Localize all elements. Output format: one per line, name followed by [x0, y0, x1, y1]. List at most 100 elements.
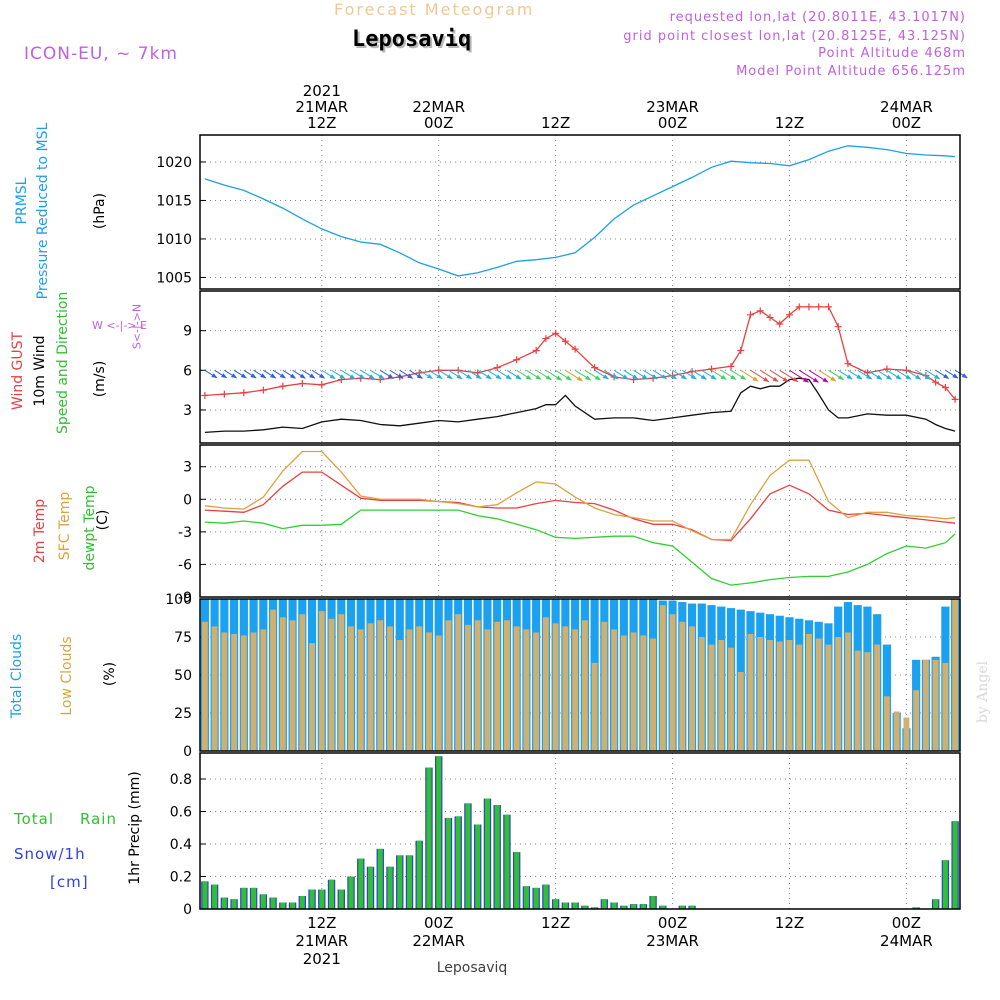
y-tick-label: 1010: [156, 232, 192, 248]
bottom-time-label: 2021: [303, 950, 341, 968]
wind-arrow: [448, 369, 463, 380]
panel-2: [199, 444, 961, 598]
wind-arrow: [370, 369, 385, 380]
gust-marker: [532, 346, 540, 354]
low-cloud-bar: [465, 624, 471, 751]
precip-bar: [347, 876, 355, 909]
precip-bar: [941, 860, 950, 909]
low-cloud-bar: [864, 652, 871, 751]
wind-arrow: [555, 369, 572, 381]
panel-1: [199, 290, 968, 444]
wind-arrow: [730, 369, 747, 380]
low-cloud-bar: [289, 620, 296, 751]
precip-bar: [503, 814, 511, 909]
wind-arrow: [828, 369, 845, 381]
gust-marker: [815, 303, 823, 311]
wind-arrow: [808, 369, 829, 383]
y-tick-label: 3: [183, 460, 192, 476]
wind-arrow: [779, 369, 799, 383]
wind-arrow: [574, 369, 592, 381]
low-cloud-bar: [942, 662, 949, 751]
low-cloud-bar: [484, 629, 491, 751]
bottom-time-label: 00Z: [658, 914, 687, 932]
low-cloud-bar: [689, 626, 695, 751]
panel-frame: [199, 290, 961, 444]
wind-arrow: [935, 369, 950, 379]
low-cloud-bar: [445, 620, 452, 751]
wind-arrow: [428, 369, 443, 379]
bottom-time-label: 00Z: [892, 914, 921, 932]
wind-arrow: [477, 369, 493, 380]
low-cloud-bar: [396, 640, 403, 751]
low-cloud-bar: [513, 626, 520, 751]
panel-frame: [199, 598, 961, 752]
top-time-label: 00Z: [658, 114, 687, 132]
gust-marker: [727, 362, 735, 370]
low-cloud-bar: [416, 626, 423, 751]
wind-arrow: [418, 369, 434, 379]
total-rain-label-rain: Rain: [80, 810, 117, 828]
wind-arrow: [526, 369, 542, 380]
wind-arrow: [272, 369, 287, 379]
low-cloud-bar: [718, 640, 725, 751]
precip-bar: [318, 889, 326, 909]
wind-arrow: [721, 369, 737, 380]
precip-bar: [249, 887, 258, 909]
y-tick-label: 0: [183, 492, 192, 508]
model-label: ICON-EU, ~ 7km: [24, 44, 178, 64]
low-cloud-bar: [650, 638, 656, 751]
wind-arrow: [633, 369, 649, 380]
low-cloud-bar: [620, 635, 627, 751]
wind-arrow: [798, 369, 820, 383]
bottom-time-label: 23MAR: [646, 932, 699, 950]
low-cloud-bar: [211, 626, 218, 751]
wind-arrow: [545, 369, 563, 381]
precip-bar: [396, 855, 404, 909]
wind-arrow: [613, 369, 629, 380]
precip-bar: [327, 879, 336, 909]
gust-marker: [708, 365, 716, 373]
precip-bar: [522, 886, 531, 909]
low-cloud-bar: [270, 609, 276, 751]
low-cloud-bar: [309, 643, 315, 751]
wind-arrow: [331, 369, 346, 380]
precip-bar: [620, 905, 628, 909]
y-tick-label: 0: [183, 744, 192, 760]
low-cloud-bar: [630, 632, 637, 751]
gust-marker: [240, 389, 248, 397]
gust-marker: [552, 329, 560, 337]
panel-frame: [199, 134, 961, 290]
gust-marker: [318, 381, 326, 389]
low-cloud-bar: [786, 640, 793, 751]
low-cloud-bar: [708, 644, 715, 751]
precip-bar: [298, 896, 307, 909]
precip-bar: [659, 905, 667, 909]
gust-marker: [542, 335, 550, 343]
precip-bar: [639, 904, 648, 909]
precip-bar: [610, 902, 618, 909]
series-line-2m-temp: [204, 471, 956, 542]
top-time-label: 12Z: [775, 114, 804, 132]
wind-arrow: [224, 369, 238, 379]
low-cloud-bar: [494, 621, 501, 751]
gust-marker: [756, 307, 764, 315]
low-cloud-bar: [552, 623, 559, 751]
low-cloud-bar: [659, 605, 666, 751]
total-rain-label-total: Total: [14, 810, 55, 828]
precip-bar: [415, 840, 423, 909]
wind-arrow: [915, 369, 932, 380]
wind-arrow: [311, 369, 326, 379]
wind-arrow: [487, 369, 502, 380]
low-cloud-bar: [357, 629, 364, 751]
wind-arrow: [837, 369, 853, 380]
wind-arrow: [204, 369, 218, 379]
y-tick-label: 0.6: [170, 805, 192, 821]
wind-arrow: [643, 369, 658, 380]
bottom-time-label: 24MAR: [880, 932, 933, 950]
gust-marker: [591, 364, 599, 372]
gust-marker: [513, 356, 521, 364]
precip-bar: [444, 818, 453, 909]
low-cloud-bar: [893, 711, 900, 751]
wind-arrow: [662, 369, 678, 380]
